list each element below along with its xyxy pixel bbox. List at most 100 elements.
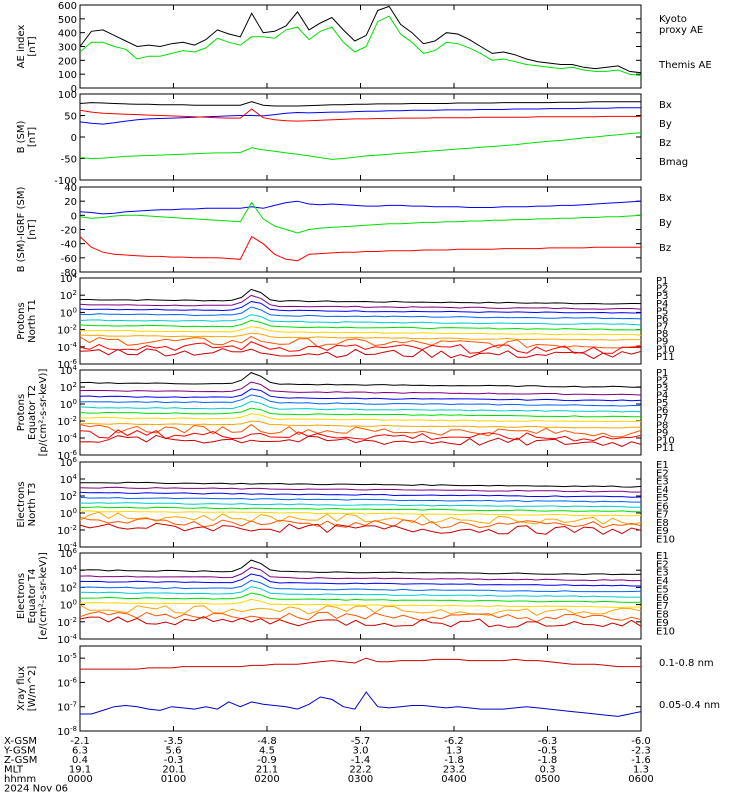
y-tick-label: 104 bbox=[60, 564, 78, 577]
y-axis-label: [p/(cm²-s-sr-keV)] bbox=[38, 369, 49, 457]
channel-line-p2 bbox=[79, 294, 642, 310]
y-tick-label: 500 bbox=[58, 15, 77, 26]
footer-value: -0.9 bbox=[257, 755, 277, 766]
y-axis-label: B (SM) bbox=[16, 120, 27, 153]
footer-value: 0200 bbox=[254, 774, 279, 785]
legend-entry: Bmag bbox=[659, 157, 688, 168]
footer-value: 0500 bbox=[535, 774, 560, 785]
legend-entry: P6 bbox=[656, 406, 668, 417]
panel-frame bbox=[79, 369, 642, 456]
y-tick-label: 102 bbox=[60, 289, 77, 302]
y-tick-label: 600 bbox=[58, 1, 77, 12]
y-tick-label: 10-4 bbox=[57, 541, 77, 554]
footer-value: 1.3 bbox=[633, 765, 649, 776]
footer-value: 0400 bbox=[441, 774, 466, 785]
y-tick-label: 106 bbox=[60, 547, 78, 560]
legend-entry: E3 bbox=[656, 477, 669, 488]
legend-entry: E6 bbox=[656, 501, 669, 512]
channel-line-p11 bbox=[79, 348, 642, 360]
legend-entry: By bbox=[659, 119, 672, 130]
channel-line-e7 bbox=[79, 510, 642, 517]
legend-entry: 0.05-0.4 nm bbox=[659, 700, 720, 711]
y-axis-label: Xray flux bbox=[16, 666, 27, 711]
legend-entry: P4 bbox=[656, 299, 668, 310]
footer-row-label: MLT bbox=[4, 765, 24, 776]
legend-entry: Bz bbox=[659, 138, 671, 149]
series-line-by bbox=[79, 201, 642, 234]
channel-line-p2 bbox=[79, 381, 642, 396]
legend-entry: E7 bbox=[656, 601, 669, 612]
channel-line-p4 bbox=[79, 394, 642, 407]
channel-line-e8 bbox=[79, 604, 642, 616]
channel-line-p3 bbox=[79, 388, 642, 402]
y-tick-label: 200 bbox=[58, 56, 77, 67]
legend-entry: P7 bbox=[656, 322, 668, 333]
legend-entry: E4 bbox=[656, 576, 669, 587]
y-axis-label: Protons bbox=[16, 394, 27, 431]
legend-entry: P11 bbox=[656, 443, 675, 454]
y-tick-label: 400 bbox=[58, 29, 77, 40]
footer-value: 20.1 bbox=[162, 765, 184, 776]
footer-value: -1.4 bbox=[351, 755, 371, 766]
channel-line-e9 bbox=[79, 611, 642, 623]
footer-value: -3.5 bbox=[164, 736, 184, 747]
channel-line-p1 bbox=[79, 372, 642, 388]
channel-line-p11 bbox=[79, 434, 642, 447]
series-line-bz bbox=[79, 235, 641, 262]
panel-7: Electrons Equator T4 [e/(cm²-s-sr-keV)] bbox=[16, 552, 642, 640]
footer-value: 0.4 bbox=[72, 755, 88, 766]
y-axis-label: North T1 bbox=[27, 299, 38, 343]
footer-value: 22.2 bbox=[349, 765, 371, 776]
legend-entry: E4 bbox=[656, 485, 669, 496]
legend-entry: P10 bbox=[656, 436, 675, 447]
footer-value: -6.0 bbox=[631, 736, 651, 747]
footer-value: 0000 bbox=[67, 774, 92, 785]
footer-value: -6.2 bbox=[444, 736, 464, 747]
panel-frame bbox=[79, 186, 642, 273]
y-tick-label: 10-2 bbox=[57, 616, 77, 629]
series-line-0-1-0-8-nm bbox=[80, 657, 641, 670]
panel-frame bbox=[79, 4, 642, 89]
y-tick-label: 104 bbox=[60, 473, 78, 486]
legend-entry: P3 bbox=[656, 291, 668, 302]
y-tick-label: 10-7 bbox=[57, 701, 77, 714]
legend-entry: E2 bbox=[656, 559, 669, 570]
channel-line-e2 bbox=[79, 566, 642, 582]
footer-value: 3.0 bbox=[353, 746, 369, 757]
series-line-bz bbox=[79, 108, 641, 122]
legend-entry: E8 bbox=[656, 610, 669, 621]
channel-line-e10 bbox=[79, 522, 642, 535]
panel-frame bbox=[79, 645, 642, 732]
legend-entry: Bx bbox=[659, 193, 672, 204]
footer-value: -1.6 bbox=[631, 755, 651, 766]
y-tick-label: -100 bbox=[54, 176, 77, 187]
footer-row-label: Z-GSM bbox=[4, 755, 37, 766]
y-tick-label: 102 bbox=[60, 490, 77, 503]
y-tick-label: 10-5 bbox=[57, 652, 77, 665]
legend-entry: E3 bbox=[656, 568, 669, 579]
y-axis-label: [W/m^2] bbox=[27, 666, 38, 712]
legend-entry: P2 bbox=[656, 376, 668, 387]
y-tick-label: 10-6 bbox=[57, 358, 77, 371]
y-tick-label: 100 bbox=[60, 398, 77, 411]
legend-entry: E6 bbox=[656, 593, 669, 604]
series-line-0-05-0-4-nm bbox=[80, 691, 642, 717]
y-tick-label: 102 bbox=[60, 381, 77, 394]
legend-entry: Kyoto bbox=[659, 14, 687, 25]
y-tick-label: 104 bbox=[60, 272, 78, 285]
y-tick-label: 10-2 bbox=[57, 524, 77, 537]
channel-line-e3 bbox=[79, 573, 641, 587]
y-tick-label: 10-8 bbox=[57, 725, 77, 738]
footer-value: -1.8 bbox=[444, 755, 464, 766]
legend-entry: E5 bbox=[656, 584, 669, 595]
channel-line-e6 bbox=[79, 592, 642, 603]
channel-line-p7 bbox=[80, 413, 642, 423]
footer-value: 0.3 bbox=[540, 765, 556, 776]
footer-value: 0600 bbox=[628, 774, 653, 785]
legend-entry: E9 bbox=[656, 526, 669, 537]
legend-entry: E1 bbox=[656, 460, 669, 471]
series-line-kyoto-proxy-ae bbox=[79, 15, 642, 76]
y-tick-label: 10-4 bbox=[57, 432, 77, 445]
y-tick-label: 0 bbox=[71, 133, 77, 144]
